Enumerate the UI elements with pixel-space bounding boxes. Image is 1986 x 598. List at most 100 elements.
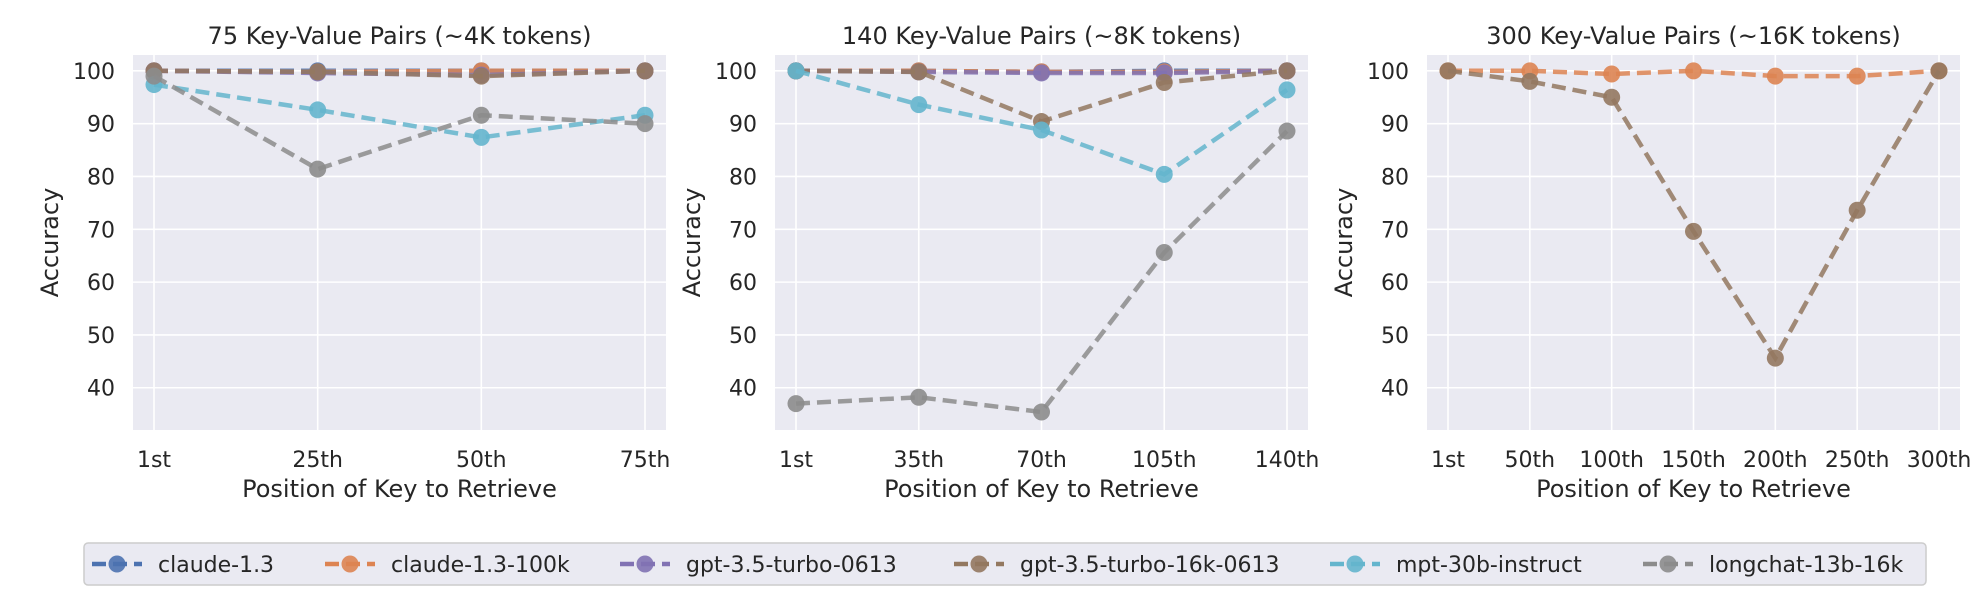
x-axis-label: Position of Key to Retrieve bbox=[884, 475, 1199, 503]
chart-panel-1: 40 50 60 70 80 90 100 1st 25th 50th 75th 75 Key-Val… bbox=[36, 22, 670, 503]
x-tick-label: 1st bbox=[779, 448, 813, 473]
x-tick-label: 250th bbox=[1825, 448, 1890, 473]
x-tick-label: 140th bbox=[1255, 448, 1320, 473]
data-point-claude-1-3-100k-200th bbox=[1766, 67, 1784, 85]
x-tick-label: 150th bbox=[1661, 448, 1726, 473]
series-line-gpt-3-5-turbo-16k-0613 bbox=[153, 68, 646, 79]
legend-item-gpt-3-5-turbo-0613: gpt-3.5-turbo-0613 bbox=[620, 553, 897, 578]
data-point-longchat-13b-16k-1st bbox=[145, 67, 163, 85]
legend-item-claude-1-3: claude-1.3 bbox=[92, 553, 274, 578]
x-tick-label: 1st bbox=[1431, 448, 1465, 473]
legend-swatch-marker bbox=[1346, 555, 1364, 573]
data-point-gpt-3-5-turbo-16k-0613-300th bbox=[1930, 62, 1948, 80]
y-tick-label: 100 bbox=[715, 60, 757, 85]
data-point-mpt-30b-instruct-50th bbox=[472, 128, 490, 146]
y-axis-label: Accuracy bbox=[678, 188, 706, 298]
legend-item-claude-1-3-100k: claude-1.3-100k bbox=[325, 553, 570, 578]
data-point-gpt-3-5-turbo-16k-0613-50th bbox=[472, 67, 490, 85]
legend-swatch-marker bbox=[341, 555, 359, 573]
y-tick-label: 60 bbox=[1381, 271, 1409, 296]
series-longchat-13b-16k bbox=[787, 122, 1296, 421]
x-tick-label: 50th bbox=[456, 448, 507, 473]
data-point-mpt-30b-instruct-140th bbox=[1278, 81, 1296, 99]
data-point-gpt-3-5-turbo-16k-0613-250th bbox=[1848, 201, 1866, 219]
legend-item-mpt-30b-instruct: mpt-30b-instruct bbox=[1330, 553, 1582, 578]
data-point-mpt-30b-instruct-35th bbox=[910, 96, 928, 114]
x-tick-label: 200th bbox=[1743, 448, 1808, 473]
series-line-gpt-3-5-turbo-0613 bbox=[795, 68, 1288, 76]
y-tick-label: 90 bbox=[729, 113, 757, 138]
data-point-longchat-13b-16k-50th bbox=[472, 106, 490, 124]
y-axis-label: Accuracy bbox=[36, 188, 64, 298]
data-point-longchat-13b-16k-105th bbox=[1155, 244, 1173, 262]
y-tick-label: 80 bbox=[1381, 165, 1409, 190]
legend-label: longchat-13b-16k bbox=[1709, 553, 1903, 578]
y-axis-label: Accuracy bbox=[1330, 188, 1358, 298]
data-point-gpt-3-5-turbo-0613-70th bbox=[1033, 64, 1050, 82]
y-tick-label: 50 bbox=[729, 324, 757, 349]
chart-title: 75 Key-Value Pairs (~4K tokens) bbox=[208, 22, 592, 50]
chart-panel-2: 40 50 60 70 80 90 100 1st 35th 70th 105th 140th 140 … bbox=[678, 22, 1319, 503]
x-tick-label: 50th bbox=[1505, 448, 1556, 473]
y-tick-label: 70 bbox=[1381, 218, 1409, 243]
data-point-longchat-13b-16k-1st bbox=[787, 395, 805, 413]
y-tick-label: 50 bbox=[87, 324, 115, 349]
x-tick-label: 105th bbox=[1132, 448, 1197, 473]
y-tick-label: 80 bbox=[87, 165, 115, 190]
data-point-longchat-13b-16k-35th bbox=[910, 388, 928, 406]
x-tick-label: 300th bbox=[1907, 448, 1972, 473]
data-point-longchat-13b-16k-75th bbox=[636, 115, 654, 133]
x-axis-label: Position of Key to Retrieve bbox=[1536, 475, 1851, 503]
y-tick-label: 40 bbox=[729, 377, 757, 402]
legend-label: gpt-3.5-turbo-16k-0613 bbox=[1020, 553, 1279, 578]
y-tick-label: 40 bbox=[1381, 377, 1409, 402]
x-tick-label: 35th bbox=[893, 448, 944, 473]
legend-box bbox=[83, 542, 1927, 586]
data-point-claude-1-3-100k-250th bbox=[1848, 67, 1866, 85]
chart-title: 140 Key-Value Pairs (~8K tokens) bbox=[842, 22, 1241, 50]
chart-panel-3: 40 50 60 70 80 90 100 1st 50th 100th 150th 200th 250… bbox=[1330, 22, 1971, 503]
data-point-gpt-3-5-turbo-16k-0613-140th bbox=[1278, 62, 1296, 80]
y-tick-label: 60 bbox=[87, 271, 115, 296]
x-tick-label: 75th bbox=[620, 448, 671, 473]
legend-item-longchat-13b-16k: longchat-13b-16k bbox=[1643, 553, 1903, 578]
y-tick-label: 60 bbox=[729, 271, 757, 296]
data-point-gpt-3-5-turbo-16k-0613-150th bbox=[1685, 222, 1702, 240]
x-tick-label: 25th bbox=[292, 448, 343, 473]
data-point-mpt-30b-instruct-105th bbox=[1155, 165, 1173, 183]
legend-label: claude-1.3-100k bbox=[391, 553, 570, 578]
data-point-gpt-3-5-turbo-16k-0613-25th bbox=[309, 63, 327, 81]
y-tick-label: 40 bbox=[87, 377, 115, 402]
series-longchat-13b-16k bbox=[145, 67, 654, 178]
data-point-gpt-3-5-turbo-16k-0613-200th bbox=[1766, 349, 1784, 367]
panels: 40 50 60 70 80 90 100 1st 25th 50th 75th 75 Key-Val… bbox=[36, 22, 1971, 503]
legend: claude-1.3 claude-1.3-100k gpt-3.5-turbo-0… bbox=[83, 542, 1927, 586]
legend-swatch-marker bbox=[108, 555, 126, 573]
data-point-gpt-3-5-turbo-16k-0613-75th bbox=[636, 62, 654, 80]
data-point-mpt-30b-instruct-25th bbox=[309, 101, 327, 119]
y-tick-label: 90 bbox=[87, 113, 115, 138]
data-point-longchat-13b-16k-140th bbox=[1278, 122, 1296, 140]
x-tick-label: 1st bbox=[137, 448, 171, 473]
y-tick-label: 90 bbox=[1381, 113, 1409, 138]
legend-swatch-marker bbox=[636, 555, 654, 573]
data-point-longchat-13b-16k-25th bbox=[309, 160, 327, 178]
series-line-longchat-13b-16k bbox=[795, 129, 1289, 415]
y-tick-label: 80 bbox=[729, 165, 757, 190]
legend-label: claude-1.3 bbox=[158, 553, 274, 578]
data-point-gpt-3-5-turbo-16k-0613-35th bbox=[910, 63, 928, 81]
data-point-claude-1-3-100k-150th bbox=[1685, 62, 1702, 80]
data-point-gpt-3-5-turbo-16k-0613-50th bbox=[1521, 72, 1539, 90]
plot-area bbox=[133, 55, 666, 430]
x-tick-label: 70th bbox=[1016, 448, 1067, 473]
y-tick-label: 50 bbox=[1381, 324, 1409, 349]
x-axis-label: Position of Key to Retrieve bbox=[242, 475, 557, 503]
series-gpt-3-5-turbo-16k-0613 bbox=[1439, 62, 1948, 367]
data-point-claude-1-3-100k-100th bbox=[1603, 65, 1621, 83]
data-point-mpt-30b-instruct-70th bbox=[1033, 121, 1050, 139]
data-point-gpt-3-5-turbo-16k-0613-100th bbox=[1603, 88, 1621, 106]
data-point-gpt-3-5-turbo-16k-0613-1st bbox=[1439, 62, 1457, 80]
legend-swatch-marker bbox=[970, 555, 988, 573]
legend-label: mpt-30b-instruct bbox=[1396, 553, 1582, 578]
